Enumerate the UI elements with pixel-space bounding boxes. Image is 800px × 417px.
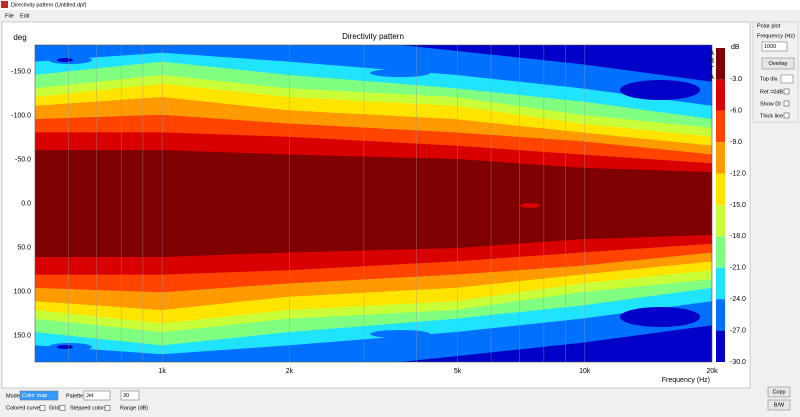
colorbar-label: dB	[731, 44, 740, 51]
y-tick-label: -150.0	[11, 68, 31, 75]
plot-frame	[34, 44, 713, 363]
label: Frequency (Hz)	[757, 33, 795, 39]
colorbar-tick-label: -15.0	[730, 202, 746, 209]
label: Grid	[49, 405, 59, 411]
colorbar-step	[716, 173, 725, 205]
checkbox[interactable]	[104, 405, 111, 411]
button-label: Copy	[773, 389, 786, 395]
y-tick-label: 100.0	[13, 288, 31, 295]
colorbar-tick-label: -27.0	[730, 327, 746, 334]
checkbox[interactable]	[783, 100, 790, 107]
label: Show DI	[760, 101, 781, 107]
label: Stepped colors	[70, 405, 107, 411]
label: Range (dB)	[120, 405, 148, 411]
x-tick-label: 1k	[159, 368, 167, 375]
app-icon	[1, 1, 8, 8]
y-axis-label: deg	[13, 33, 26, 42]
heat-band	[400, 45, 712, 82]
colorbar-step	[716, 110, 725, 143]
y-tick-label: 50.0	[17, 244, 31, 251]
x-tick-label: 10k	[579, 368, 591, 375]
heat-upper	[35, 45, 712, 173]
overlay-button[interactable]	[761, 57, 795, 70]
button-label: B/W	[774, 402, 785, 408]
colorbar-step	[716, 205, 725, 237]
heat-band	[35, 301, 712, 362]
mode-select[interactable]	[19, 390, 59, 401]
button-label: Overlay	[769, 61, 788, 67]
y-tick-label: 150.0	[13, 332, 31, 339]
colorbar-step	[716, 236, 725, 268]
heatmap-mirror	[35, 234, 712, 362]
colorbar-step	[716, 79, 725, 111]
label: Mode	[6, 393, 20, 399]
label: Palette	[66, 393, 83, 399]
chart-title: Directivity pattern	[342, 32, 404, 41]
heat-spot	[370, 69, 430, 77]
copy-button[interactable]	[767, 386, 791, 398]
heat-spot	[370, 330, 430, 338]
colorbar-tick-label: -24.0	[730, 296, 746, 303]
label: Top div.	[760, 76, 779, 82]
group-title: Polar plot	[757, 23, 781, 29]
polar-group	[752, 21, 799, 123]
y-tick-label: -50.0	[15, 156, 31, 163]
colorbar-tick-label: -12.0	[730, 170, 746, 177]
checkbox[interactable]	[783, 88, 790, 95]
colorbar-step	[716, 267, 725, 300]
heat-spot	[57, 345, 73, 349]
colorbar-step	[716, 299, 725, 331]
label: Ref.=0dB	[760, 89, 783, 95]
colorbar-tick-label: -30.0	[730, 359, 746, 366]
colorbar-step	[716, 48, 725, 80]
x-tick-label: 20k	[706, 368, 718, 375]
bw-button[interactable]	[767, 399, 791, 411]
y-tick-label: 0.0	[21, 200, 31, 207]
heat-band	[400, 325, 712, 362]
select-value: Jet	[86, 393, 94, 399]
colorbar-tick-label: -18.0	[730, 233, 746, 240]
palette-select[interactable]	[83, 390, 111, 401]
x-tick-label: 2k	[286, 368, 294, 375]
brand: ARTA	[708, 50, 715, 82]
checkbox[interactable]	[59, 405, 66, 411]
label: Colored curves	[6, 405, 43, 411]
checkbox[interactable]	[39, 405, 46, 411]
window-title: Directivity pattern (Untitled.dpf)	[11, 2, 87, 8]
colorbar-step	[716, 142, 725, 174]
y-tick-label: -100.0	[11, 112, 31, 119]
colorbar-tick-label: -9.0	[730, 139, 742, 146]
colorbar-tick-label: -6.0	[730, 108, 742, 115]
colorbar-tick-label: -3.0	[730, 76, 742, 83]
heat-spot	[520, 203, 540, 208]
x-axis-label: Frequency (Hz)	[662, 377, 710, 384]
checkbox[interactable]	[783, 112, 790, 119]
select-value: Color map	[22, 393, 47, 399]
menu-item[interactable]: File	[5, 13, 14, 19]
colorbar-step	[716, 330, 725, 362]
heat-spot	[57, 58, 73, 62]
range-input[interactable]	[120, 390, 140, 401]
x-tick-label: 5k	[454, 368, 462, 375]
colorbar-tick-label: -21.0	[730, 265, 746, 272]
heat-lower	[35, 234, 712, 362]
heat-spot	[620, 80, 700, 100]
top-div-input[interactable]	[780, 74, 794, 84]
frequency-input[interactable]	[761, 41, 788, 52]
range-value: 30	[123, 393, 129, 399]
label: Thick line	[760, 113, 783, 119]
heat-band	[35, 45, 712, 106]
menu-item[interactable]: Edit	[20, 13, 30, 19]
frequency-value: 1000	[764, 44, 776, 50]
heat-spot	[620, 307, 700, 327]
title-bar	[0, 0, 800, 10]
